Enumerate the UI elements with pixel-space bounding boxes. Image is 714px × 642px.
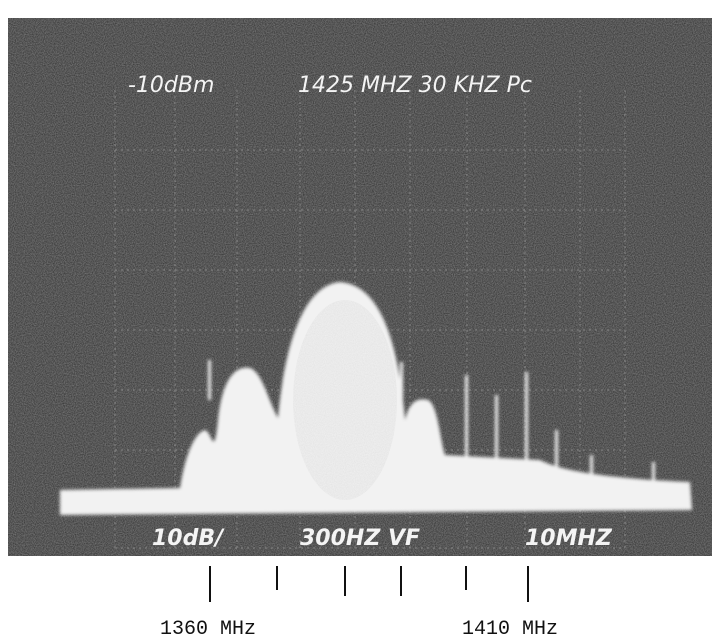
scale: 10dB/ — [152, 526, 225, 551]
inner-noise — [293, 300, 397, 500]
span: 10MHZ — [525, 526, 613, 551]
frequency-ticks — [210, 566, 528, 602]
settings: 1425 MHZ 30 KHZ Pc — [298, 73, 532, 98]
reference-level: -10dBm — [128, 73, 214, 98]
page: -10dBm 1425 MHZ 30 KHZ Pc 10dB/ 300HZ VF… — [0, 0, 714, 642]
video-filter: 300HZ VF — [300, 526, 420, 551]
freq-label: 1410 MHz — [462, 618, 558, 641]
spectrum-photo: -10dBm 1425 MHZ 30 KHZ Pc 10dB/ 300HZ VF… — [0, 0, 714, 642]
freq-label: 1360 MHz — [160, 618, 256, 641]
